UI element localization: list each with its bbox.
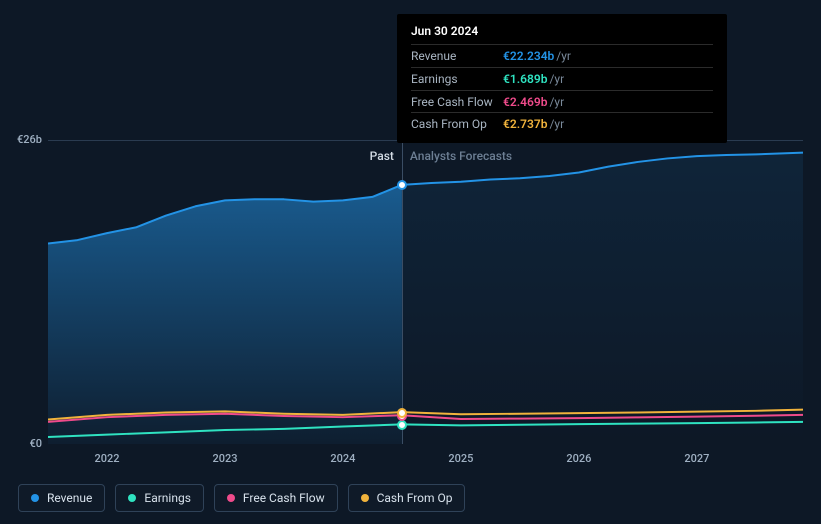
legend-label: Earnings [144,491,191,505]
tooltip-row-unit: /yr [556,48,571,65]
tooltip-row-label: Free Cash Flow [411,94,503,111]
y-axis-label: €0 [29,437,42,450]
x-axis-label: 2025 [448,452,473,465]
tooltip-row: Cash From Op€2.737b /yr [411,112,713,135]
earnings-marker [397,420,407,430]
earnings-chart: Jun 30 2024 Revenue€22.234b /yrEarnings€… [0,0,821,524]
legend-label: Revenue [47,491,92,505]
chart-svg [48,141,803,444]
tooltip-row-unit: /yr [549,71,564,88]
tooltip-row-value: €22.234b [503,48,554,65]
legend-item-earnings[interactable]: Earnings [115,484,204,512]
revenue-marker [397,180,407,190]
forecast-label: Analysts Forecasts [410,149,512,163]
legend-label: Cash From Op [377,491,453,505]
chart-tooltip: Jun 30 2024 Revenue€22.234b /yrEarnings€… [397,14,727,143]
tooltip-row: Earnings€1.689b /yr [411,67,713,90]
tooltip-row-unit: /yr [549,94,564,111]
x-axis-label: 2022 [94,452,119,465]
x-axis-label: 2027 [684,452,709,465]
x-axis-label: 2023 [212,452,237,465]
past-label: Past [370,149,394,163]
x-axis-label: 2024 [330,452,355,465]
tooltip-row-label: Cash From Op [411,116,503,133]
tooltip-row-label: Revenue [411,48,503,65]
x-axis-label: 2026 [566,452,591,465]
tooltip-date: Jun 30 2024 [411,24,713,42]
y-axis-label: €26b [17,133,42,146]
legend-item-revenue[interactable]: Revenue [18,484,105,512]
plot-area[interactable]: Past Analysts Forecasts [48,140,803,444]
tooltip-row-label: Earnings [411,71,503,88]
tooltip-row-value: €2.469b [503,94,547,111]
chart-legend: Revenue Earnings Free Cash Flow Cash From O… [18,484,465,512]
legend-dot [31,494,39,502]
tooltip-row-value: €2.737b [503,116,547,133]
cfo-marker [397,408,407,418]
legend-dot [128,494,136,502]
legend-dot [361,494,369,502]
tooltip-row: Free Cash Flow€2.469b /yr [411,90,713,113]
tooltip-row-unit: /yr [549,116,564,133]
legend-item-free-cash-flow[interactable]: Free Cash Flow [214,484,338,512]
tooltip-row: Revenue€22.234b /yr [411,44,713,67]
legend-label: Free Cash Flow [243,491,325,505]
legend-item-cash-from-op[interactable]: Cash From Op [348,484,466,512]
legend-dot [227,494,235,502]
tooltip-row-value: €1.689b [503,71,547,88]
